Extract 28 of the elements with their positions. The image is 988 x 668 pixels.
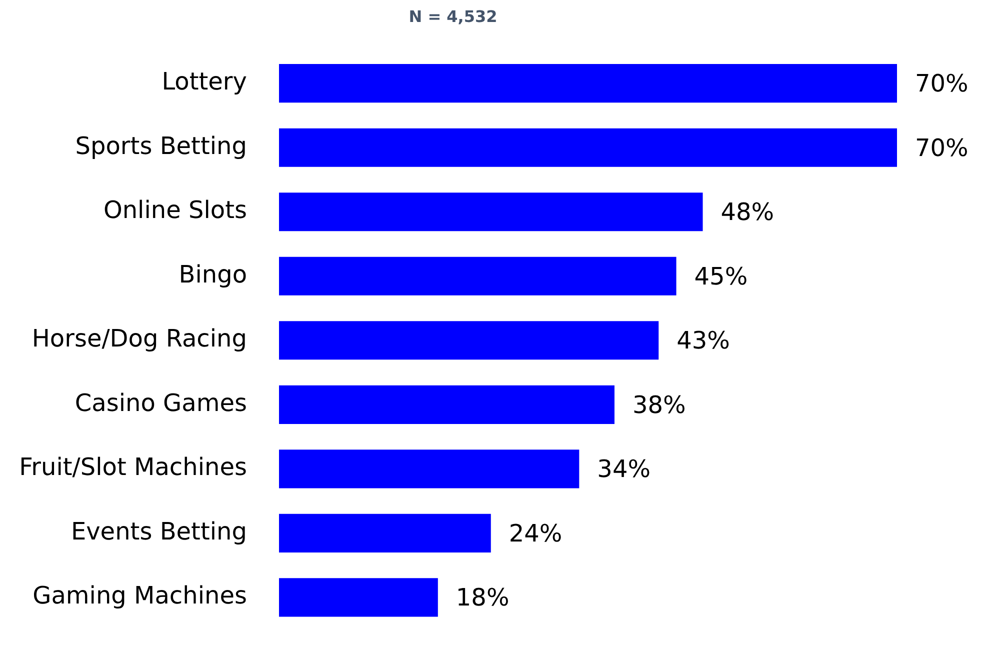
data-label: 24% (508, 519, 562, 548)
y-tick-label: Bingo (178, 260, 247, 288)
bar (279, 514, 491, 552)
data-label: 43% (676, 326, 730, 355)
bar (279, 192, 703, 232)
y-tick-label: Lottery (162, 68, 247, 96)
bar (279, 256, 676, 296)
bar (279, 578, 438, 617)
y-tick-label: Fruit/Slot Machines (19, 453, 247, 482)
data-label: 38% (632, 390, 686, 419)
y-tick-label: Casino Games (74, 388, 247, 417)
data-label: 70% (915, 134, 968, 162)
y-tick-label: Events Betting (70, 517, 247, 546)
bar (279, 450, 580, 488)
bar (279, 64, 897, 103)
data-label: 45% (694, 262, 748, 290)
bar (279, 321, 659, 360)
bar (279, 385, 614, 424)
y-tick-label: Online Slots (103, 196, 247, 224)
y-tick-label: Sports Betting (75, 132, 247, 160)
chart-title: N = 4,532 (408, 6, 498, 26)
data-label: 34% (597, 455, 651, 484)
y-tick-label: Gaming Machines (32, 582, 247, 610)
data-label: 48% (720, 198, 774, 226)
y-tick-label: Horse/Dog Racing (32, 324, 247, 353)
bar (279, 128, 897, 167)
data-label: 70% (915, 70, 968, 98)
data-label: 18% (456, 584, 510, 612)
